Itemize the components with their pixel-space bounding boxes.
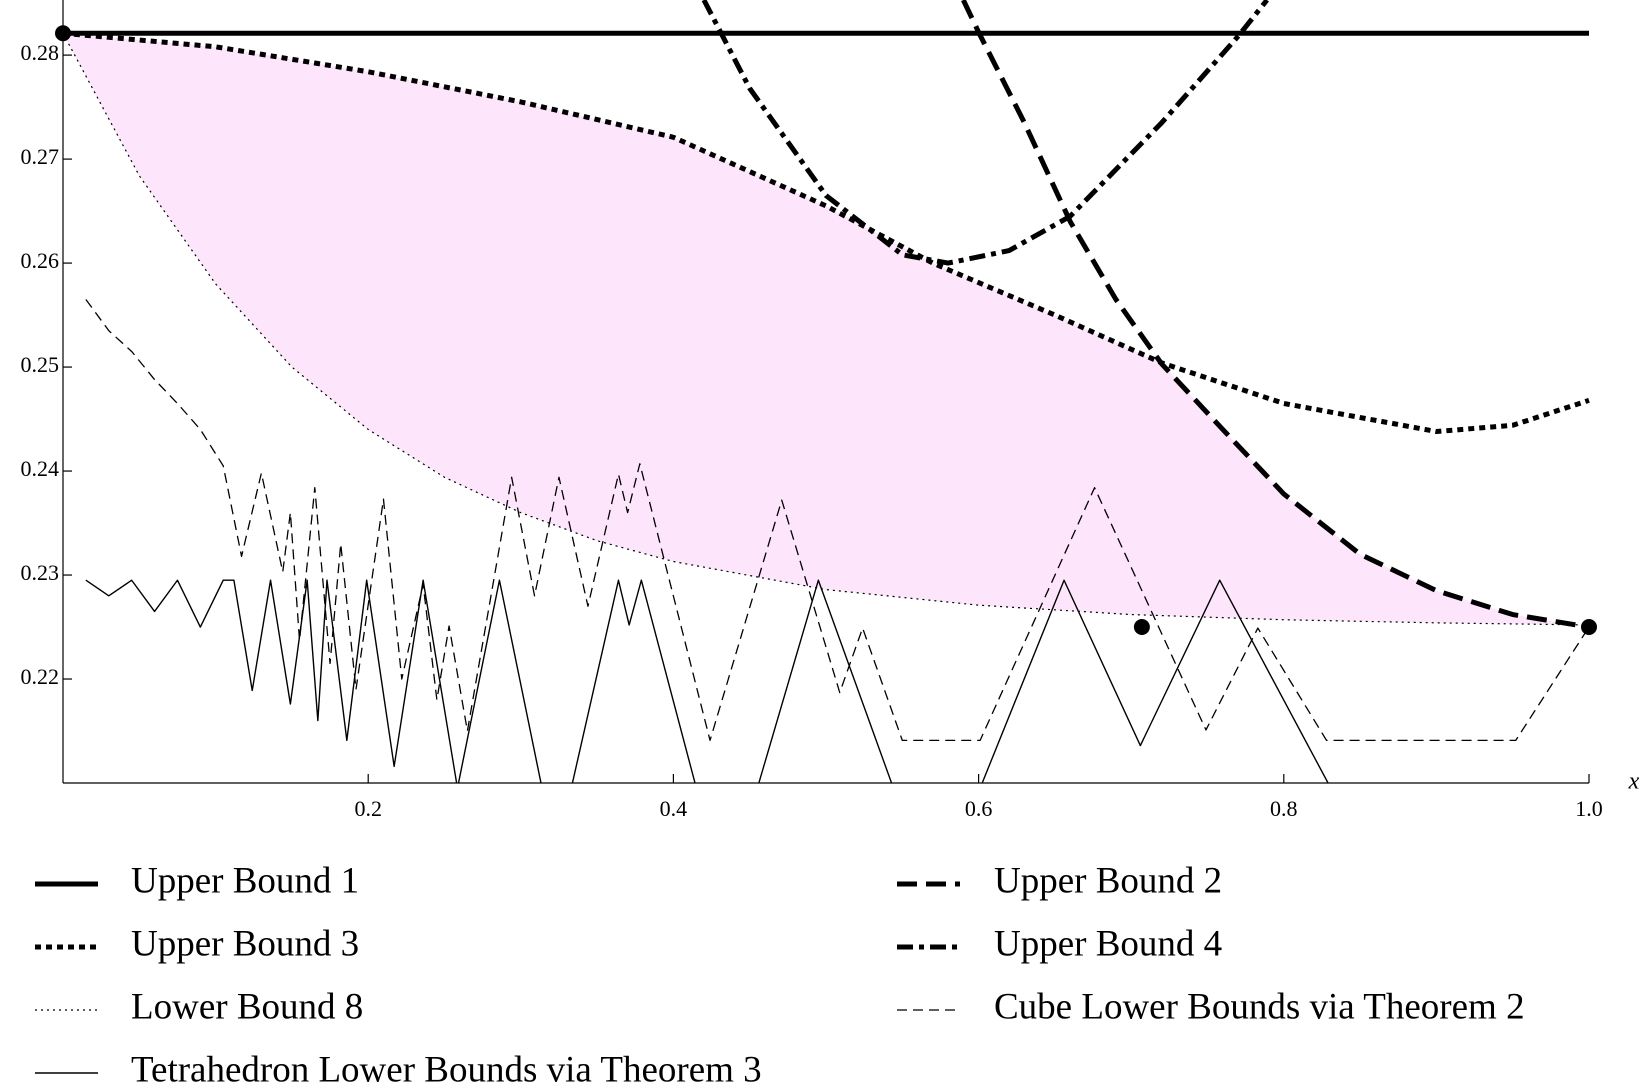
x-tick-label: 0.6 <box>965 796 993 821</box>
x-tick-label: 0.4 <box>660 796 688 821</box>
legend-label: Upper Bound 2 <box>994 860 1222 901</box>
x-tick-label: 0.2 <box>354 796 382 821</box>
y-tick-label: 0.24 <box>21 456 60 481</box>
legend-label: Upper Bound 4 <box>994 923 1222 964</box>
marker-point <box>1133 619 1150 636</box>
x-tick-label: 0.8 <box>1270 796 1298 821</box>
series-line <box>85 579 1329 783</box>
x-tick-label: 1.0 <box>1575 796 1603 821</box>
y-tick-label: 0.26 <box>21 248 60 273</box>
legend-label: Upper Bound 1 <box>131 860 359 901</box>
series-line <box>63 32 1590 626</box>
y-tick-label: 0.25 <box>21 352 60 377</box>
marker-point <box>1581 619 1597 636</box>
series-line <box>85 299 1590 742</box>
y-tick-label: 0.22 <box>21 664 60 689</box>
y-tick-label: 0.27 <box>21 144 60 169</box>
legend-label: Upper Bound 3 <box>131 923 359 964</box>
marker-point <box>55 25 71 42</box>
series-line <box>961 0 1590 630</box>
y-tick-label: 0.28 <box>21 40 60 65</box>
feasible-region <box>63 33 1589 628</box>
x-axis-label: x <box>1628 769 1640 795</box>
y-tick-label: 0.23 <box>21 560 60 585</box>
legend-label: Lower Bound 8 <box>131 986 363 1027</box>
series-line <box>63 30 1590 435</box>
legend-label: Cube Lower Bounds via Theorem 2 <box>994 986 1525 1027</box>
legend-label: Tetrahedron Lower Bounds via Theorem 3 <box>131 1049 762 1088</box>
series-line <box>701 0 1269 266</box>
plot-area <box>63 0 1590 783</box>
